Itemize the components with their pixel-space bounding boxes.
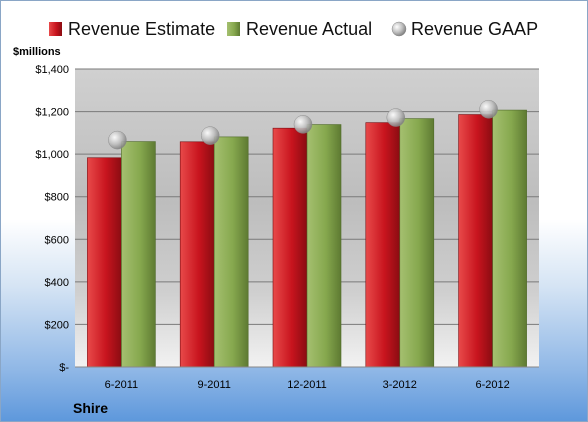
legend: Revenue Estimate Revenue Actual Revenue GA… (49, 19, 538, 39)
legend-swatch-revenue-actual (227, 22, 240, 36)
bar-revenue-estimate (458, 114, 493, 368)
marker-revenue-gaap (479, 99, 498, 119)
bar-revenue-estimate (179, 141, 215, 368)
x-tick-label: 9-2011 (197, 379, 230, 391)
gaap-markers (108, 99, 498, 150)
marker-revenue-gaap (293, 115, 313, 134)
legend-item: Revenue GAAP (391, 19, 538, 39)
bar-revenue-actual (213, 136, 249, 368)
y-axis-unit-label: $millions (13, 46, 61, 58)
y-tick-label: $200 (45, 319, 69, 331)
x-axis-ticks: 6-2011 9-2011 12-2011 3-2012 6-2012 (105, 379, 510, 391)
x-tick-label: 6-2012 (475, 379, 509, 391)
y-tick-label: $1,200 (35, 107, 69, 119)
legend-item: Revenue Actual (227, 19, 372, 39)
bar-revenue-estimate (272, 127, 308, 368)
legend-swatch-revenue-gaap (391, 21, 407, 37)
y-tick-label: $400 (45, 277, 69, 289)
marker-revenue-gaap (200, 126, 220, 145)
legend-label: Revenue Actual (246, 19, 372, 39)
bar-revenue-estimate (365, 122, 401, 368)
y-tick-label: $- (59, 362, 69, 374)
legend-item: Revenue Estimate (49, 19, 215, 39)
bar-revenue-actual (399, 118, 435, 368)
y-axis-ticks: $- $200 $400 $600 $800 $1,000 $1,200 $1,400 (35, 64, 69, 374)
bar-series (87, 109, 527, 368)
y-tick-label: $600 (45, 234, 69, 246)
x-tick-label: 6-2011 (105, 379, 138, 391)
bar-revenue-actual (306, 124, 342, 368)
y-tick-label: $800 (45, 192, 69, 204)
x-tick-label: 3-2012 (383, 379, 417, 391)
marker-revenue-gaap (386, 108, 406, 127)
company-label: Shire (73, 400, 108, 416)
bar-revenue-actual (492, 109, 527, 368)
x-tick-label: 12-2011 (287, 379, 327, 391)
y-tick-label: $1,000 (35, 149, 69, 161)
marker-revenue-gaap (108, 130, 127, 150)
bar-revenue-estimate (87, 157, 122, 368)
legend-label: Revenue GAAP (411, 19, 538, 39)
bar-revenue-actual (121, 141, 156, 368)
y-tick-label: $1,400 (35, 64, 69, 76)
legend-swatch-revenue-estimate (49, 22, 62, 36)
legend-label: Revenue Estimate (68, 19, 215, 39)
